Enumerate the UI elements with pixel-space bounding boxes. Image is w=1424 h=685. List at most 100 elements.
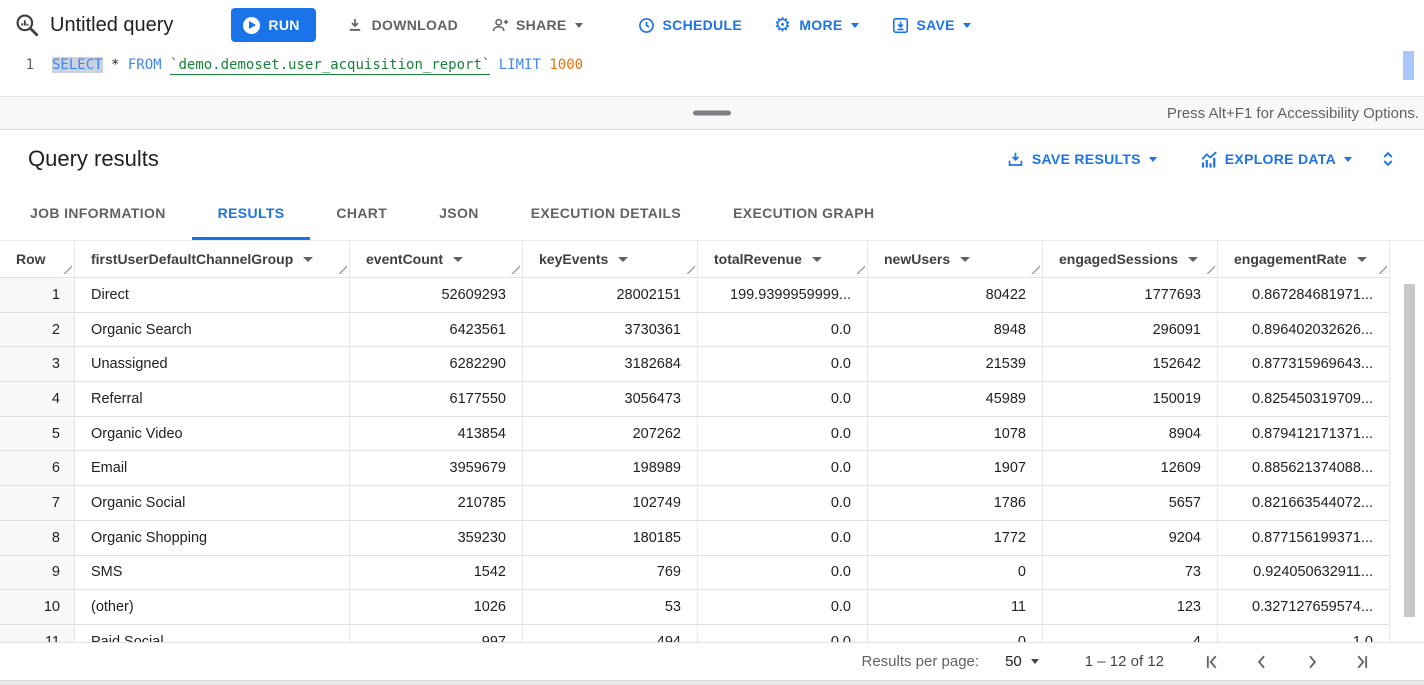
page-size-select[interactable]: 50 bbox=[1005, 653, 1039, 670]
column-menu-caret-icon[interactable] bbox=[303, 256, 314, 262]
cell-keyEvents: 3056473 bbox=[523, 382, 698, 417]
panel-drag-handle[interactable] bbox=[693, 110, 731, 116]
column-header-firstUserDefaultChannelGroup: firstUserDefaultChannelGroup bbox=[75, 241, 350, 278]
row-number: 9 bbox=[0, 555, 75, 591]
explore-data-button[interactable]: EXPLORE DATA bbox=[1199, 150, 1352, 168]
download-button[interactable]: DOWNLOAD bbox=[346, 16, 458, 34]
cell-engagedSessions: 152642 bbox=[1043, 347, 1218, 383]
column-resize-handle[interactable] bbox=[1377, 264, 1387, 274]
column-resize-handle[interactable] bbox=[1205, 264, 1215, 274]
cell-firstUserDefaultChannelGroup: Organic Search bbox=[75, 312, 350, 348]
column-menu-caret-icon[interactable] bbox=[960, 256, 971, 262]
sql-code-line[interactable]: SELECT * FROM `demo.demoset.user_acquisi… bbox=[52, 57, 583, 75]
cell-keyEvents: 180185 bbox=[523, 520, 698, 556]
column-header-totalRevenue: totalRevenue bbox=[698, 241, 868, 278]
cell-engagementRate: 0.896402032626... bbox=[1218, 312, 1390, 348]
column-menu-caret-icon[interactable] bbox=[1356, 256, 1367, 262]
cell-firstUserDefaultChannelGroup: Referral bbox=[75, 382, 350, 417]
column-menu-caret-icon[interactable] bbox=[811, 256, 822, 262]
editor-scrollbar-thumb[interactable] bbox=[1403, 51, 1414, 80]
more-button[interactable]: ⚙ MORE bbox=[773, 13, 859, 36]
cell-totalRevenue: 0.0 bbox=[698, 451, 868, 487]
save-results-button[interactable]: SAVE RESULTS bbox=[1006, 150, 1157, 168]
row-number: 8 bbox=[0, 520, 75, 556]
column-resize-handle[interactable] bbox=[685, 264, 695, 274]
share-button[interactable]: SHARE bbox=[490, 16, 583, 34]
chevron-left-icon bbox=[1252, 652, 1272, 672]
column-label: firstUserDefaultChannelGroup bbox=[91, 251, 294, 267]
cell-keyEvents: 494 bbox=[523, 624, 698, 642]
cell-totalRevenue: 199.9399959999... bbox=[698, 278, 868, 313]
column-resize-handle[interactable] bbox=[62, 264, 72, 274]
cell-totalRevenue: 0.0 bbox=[698, 382, 868, 417]
first-page-button[interactable] bbox=[1202, 652, 1222, 672]
column-menu-caret-icon[interactable] bbox=[618, 256, 629, 262]
page-size-value: 50 bbox=[1005, 653, 1022, 670]
column-label: eventCount bbox=[366, 251, 443, 267]
schedule-button[interactable]: SCHEDULE bbox=[637, 16, 742, 34]
sql-editor[interactable]: 1 SELECT * FROM `demo.demoset.user_acqui… bbox=[0, 50, 1424, 96]
table-scrollbar-thumb[interactable] bbox=[1404, 284, 1415, 617]
collapse-panel-button[interactable] bbox=[1378, 149, 1398, 169]
tab-chart[interactable]: CHART bbox=[336, 204, 388, 221]
page-size-caret-icon bbox=[1030, 659, 1039, 664]
column-label: keyEvents bbox=[539, 251, 609, 267]
column-menu-caret-icon[interactable] bbox=[1188, 256, 1199, 262]
last-page-button[interactable] bbox=[1352, 652, 1372, 672]
next-page-button[interactable] bbox=[1302, 652, 1322, 672]
unfold-icon bbox=[1378, 149, 1398, 169]
column-header-keyEvents: keyEvents bbox=[523, 241, 698, 278]
cell-eventCount: 52609293 bbox=[350, 278, 523, 313]
cell-eventCount: 1542 bbox=[350, 555, 523, 591]
cell-engagedSessions: 1777693 bbox=[1043, 278, 1218, 313]
column-resize-handle[interactable] bbox=[510, 264, 520, 274]
tab-execution-details[interactable]: EXECUTION DETAILS bbox=[530, 204, 682, 221]
cell-keyEvents: 3730361 bbox=[523, 312, 698, 348]
previous-page-button[interactable] bbox=[1252, 652, 1272, 672]
tab-results[interactable]: RESULTS bbox=[191, 188, 311, 240]
save-button[interactable]: SAVE bbox=[891, 16, 971, 34]
share-caret-icon bbox=[574, 22, 583, 28]
column-header-engagedSessions: engagedSessions bbox=[1043, 241, 1218, 278]
sql-table-reference-link[interactable]: `demo.demoset.user_acquisition_report` bbox=[170, 57, 491, 75]
cell-engagementRate: 0.885621374088... bbox=[1218, 451, 1390, 487]
cell-engagedSessions: 123 bbox=[1043, 590, 1218, 625]
cell-engagementRate: 0.825450319709... bbox=[1218, 382, 1390, 417]
column-header-row: Row bbox=[0, 241, 75, 278]
bottom-edge-strip bbox=[0, 680, 1424, 685]
clock-icon bbox=[637, 16, 655, 34]
cell-totalRevenue: 0.0 bbox=[698, 416, 868, 452]
column-resize-handle[interactable] bbox=[337, 264, 347, 274]
column-resize-handle[interactable] bbox=[1030, 264, 1040, 274]
tab-job-information[interactable]: JOB INFORMATION bbox=[30, 204, 166, 221]
column-label: engagementRate bbox=[1234, 251, 1347, 267]
cell-newUsers: 45989 bbox=[868, 382, 1043, 417]
row-number: 7 bbox=[0, 486, 75, 521]
tab-execution-graph[interactable]: EXECUTION GRAPH bbox=[733, 204, 875, 221]
cell-newUsers: 1772 bbox=[868, 520, 1043, 556]
cell-firstUserDefaultChannelGroup: Direct bbox=[75, 278, 350, 313]
column-resize-handle[interactable] bbox=[855, 264, 865, 274]
row-number: 3 bbox=[0, 347, 75, 383]
cell-engagedSessions: 9204 bbox=[1043, 520, 1218, 556]
cell-totalRevenue: 0.0 bbox=[698, 486, 868, 521]
column-label: totalRevenue bbox=[714, 251, 802, 267]
cell-firstUserDefaultChannelGroup: (other) bbox=[75, 590, 350, 625]
column-label: Row bbox=[16, 251, 46, 267]
cell-eventCount: 359230 bbox=[350, 520, 523, 556]
cell-newUsers: 1907 bbox=[868, 451, 1043, 487]
sql-space bbox=[490, 57, 498, 73]
column-menu-caret-icon[interactable] bbox=[453, 256, 463, 262]
query-results-title: Query results bbox=[28, 146, 159, 171]
tab-json[interactable]: JSON bbox=[439, 204, 479, 221]
query-magnifier-icon bbox=[14, 12, 40, 38]
results-table: Row firstUserDefaultChannelGroup eventCoun… bbox=[0, 241, 1390, 642]
cell-eventCount: 997 bbox=[350, 624, 523, 642]
gear-icon: ⚙ bbox=[773, 13, 792, 36]
run-button[interactable]: RUN bbox=[231, 8, 316, 42]
cell-engagementRate: 1.0 bbox=[1218, 624, 1390, 642]
cell-engagedSessions: 4 bbox=[1043, 624, 1218, 642]
save-results-icon bbox=[1006, 150, 1024, 168]
cell-engagedSessions: 5657 bbox=[1043, 486, 1218, 521]
